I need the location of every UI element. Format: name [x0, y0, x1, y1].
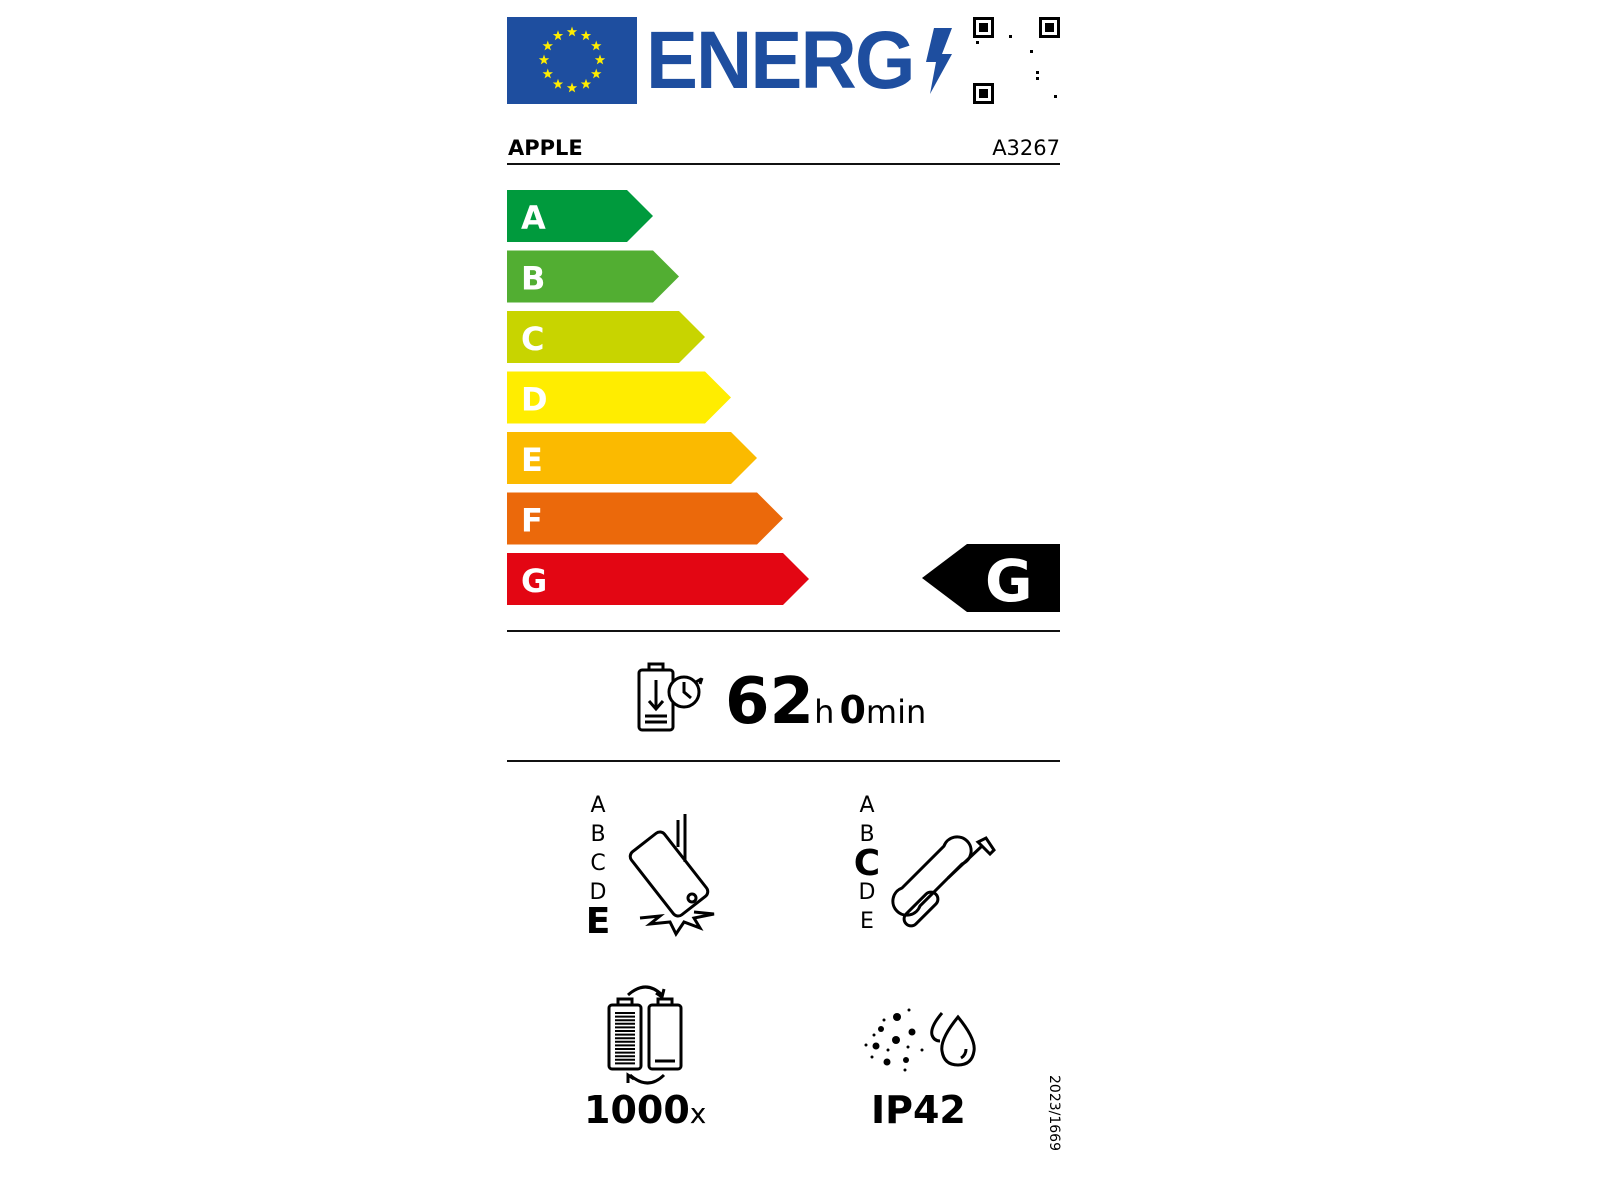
battery-cycles-icon — [607, 985, 683, 1085]
star-icon — [566, 82, 578, 93]
star-icon — [542, 40, 553, 51]
energy-bar-label: C — [521, 320, 544, 358]
energy-class-c: C — [507, 311, 705, 363]
wrench-screwdriver-icon — [891, 835, 996, 928]
scale-class-e: E — [860, 909, 874, 934]
energy-bar — [507, 311, 705, 363]
hours-unit: h — [814, 693, 835, 731]
star-icon — [591, 68, 602, 79]
energy-class-f: F — [507, 492, 783, 545]
energy-class-d: D — [507, 371, 731, 424]
star-icon — [566, 26, 578, 37]
energy-class-b: B — [507, 250, 679, 303]
eu-flag-icon — [507, 17, 637, 104]
star-icon — [538, 54, 550, 65]
energy-bar — [507, 553, 809, 605]
energy-bar-label: F — [521, 502, 543, 540]
cycles-unit: x — [689, 1097, 707, 1130]
star-icon — [580, 78, 592, 89]
energy-bar-label: E — [521, 441, 543, 479]
minutes-unit: min — [865, 693, 927, 731]
battery-endurance-icon — [637, 662, 704, 732]
scale-class-b: B — [590, 822, 606, 847]
phone-drop-icon — [628, 814, 715, 937]
divider — [507, 163, 1060, 165]
cycles-number: 1000 — [584, 1088, 690, 1132]
scale-class-c: C — [853, 843, 881, 884]
energy-logo: ENERG — [646, 15, 915, 106]
scale-class-b: B — [859, 822, 875, 847]
star-icon — [591, 40, 602, 51]
brand-name: APPLE — [508, 136, 583, 160]
energy-class-a: A — [507, 190, 653, 242]
star-icon — [580, 30, 592, 41]
energy-rating-arrow: G — [922, 544, 1060, 615]
energy-bar — [507, 250, 679, 303]
star-icon — [542, 68, 553, 79]
energy-bar-label: D — [521, 381, 548, 419]
energy-bar — [507, 371, 731, 424]
star-icon — [552, 30, 564, 41]
scale-class-d: D — [589, 880, 607, 905]
scale-class-c: C — [590, 851, 606, 876]
energy-rating-letter: G — [985, 547, 1033, 615]
energy-bar — [507, 492, 783, 545]
regulation-number: 2023/1669 — [1046, 1075, 1062, 1151]
energy-bar-label: G — [521, 562, 547, 600]
scale-class-a: A — [590, 793, 606, 818]
energy-bar-label: A — [521, 199, 546, 237]
energy-bar — [507, 432, 757, 484]
scale-class-e: E — [585, 901, 611, 942]
energy-bar — [507, 190, 653, 242]
divider — [507, 760, 1060, 762]
energy-bar-label: B — [521, 260, 545, 298]
battery-endurance-value: 62h 0min — [725, 665, 926, 739]
scale-class-a: A — [859, 793, 875, 818]
scale-class-d: D — [858, 880, 876, 905]
energy-class-g: G — [507, 553, 809, 605]
star-icon — [594, 54, 606, 65]
lightning-icon — [926, 28, 952, 94]
divider — [507, 630, 1060, 632]
dust-water-icon — [864, 1008, 976, 1072]
battery-cycles-value: 1000x — [584, 1088, 706, 1132]
minutes-value: 0 — [839, 688, 866, 732]
ingress-protection-value: IP42 — [871, 1088, 966, 1132]
qr-code-icon — [973, 17, 1060, 104]
model-number: A3267 — [992, 136, 1060, 160]
energy-class-e: E — [507, 432, 757, 484]
hours-value: 62 — [725, 665, 815, 739]
star-icon — [552, 78, 564, 89]
